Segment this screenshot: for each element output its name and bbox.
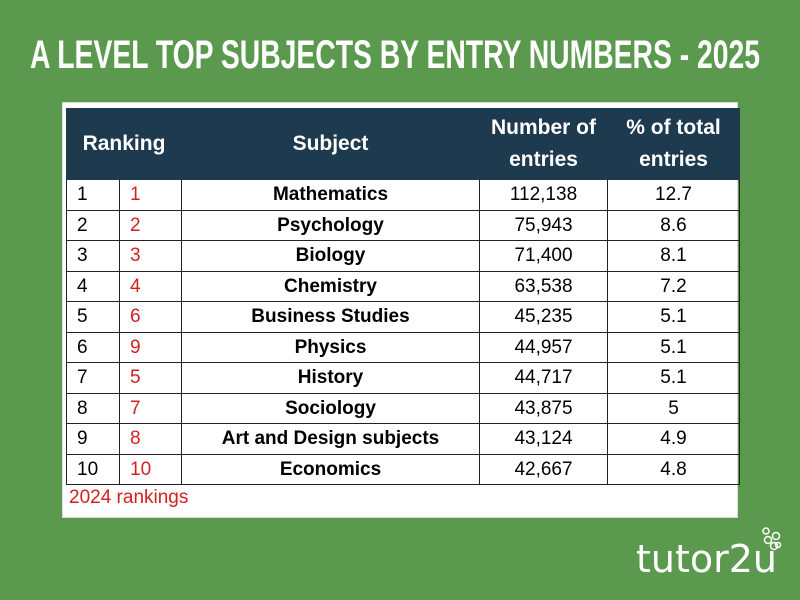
- rank-2024: 10: [119, 453, 182, 485]
- footnote: 2024 rankings: [69, 487, 189, 508]
- table-row: 7 5 History 44,717 5.1: [66, 362, 740, 394]
- table-row: 5 6 Business Studies 45,235 5.1: [66, 301, 740, 333]
- percent: 5.1: [607, 301, 740, 333]
- column-header: Subject: [181, 108, 480, 180]
- rank-2024: 9: [119, 331, 182, 363]
- subject: Business Studies: [181, 301, 480, 333]
- rank-2025: 10: [66, 453, 120, 485]
- percent: 7.2: [607, 270, 740, 302]
- rank-2025: 7: [66, 362, 120, 394]
- table-body: 1 1 Mathematics 112,138 12.7 2 2 Psychology 75,9…: [66, 179, 740, 485]
- subject: Art and Design subjects: [181, 423, 480, 455]
- subject: Biology: [181, 240, 480, 272]
- table-row: 4 4 Chemistry 63,538 7.2: [66, 270, 740, 302]
- rank-2025: 5: [66, 301, 120, 333]
- percent: 4.8: [607, 453, 740, 485]
- page-title: A LEVEL TOP SUBJECTS BY ENTRY NUMBERS - …: [30, 33, 760, 77]
- table-row: 8 7 Sociology 43,875 5: [66, 392, 740, 424]
- logo-flower: [762, 527, 782, 551]
- entries: 42,667: [479, 453, 608, 485]
- entries: 44,717: [479, 362, 608, 394]
- subject: Economics: [181, 453, 480, 485]
- table-row: 10 10 Economics 42,667 4.8: [66, 453, 740, 485]
- percent: 5.1: [607, 362, 740, 394]
- column-header: % of total entries: [607, 108, 740, 180]
- rankings-table: Ranking Subject Number of entries % of t…: [66, 108, 740, 485]
- title-area: A LEVEL TOP SUBJECTS BY ENTRY NUMBERS - …: [30, 33, 760, 77]
- rank-2024: 3: [119, 240, 182, 272]
- table-panel: Ranking Subject Number of entries % of t…: [62, 102, 740, 518]
- percent: 12.7: [607, 179, 740, 211]
- percent: 4.9: [607, 423, 740, 455]
- entries: 71,400: [479, 240, 608, 272]
- column-header: Number of entries: [479, 108, 608, 180]
- subject: Chemistry: [181, 270, 480, 302]
- table-row: 1 1 Mathematics 112,138 12.7: [66, 179, 740, 211]
- table-row: 6 9 Physics 44,957 5.1: [66, 331, 740, 363]
- subject: Physics: [181, 331, 480, 363]
- entries: 63,538: [479, 270, 608, 302]
- entries: 112,138: [479, 179, 608, 211]
- rank-2024: 5: [119, 362, 182, 394]
- rank-2025: 8: [66, 392, 120, 424]
- header-row: Ranking Subject Number of entries % of t…: [66, 108, 740, 180]
- entries: 45,235: [479, 301, 608, 333]
- rank-2024: 2: [119, 209, 182, 241]
- entries: 75,943: [479, 209, 608, 241]
- logo-text: tutor2u: [636, 537, 777, 581]
- subject: Mathematics: [181, 179, 480, 211]
- table-row: 9 8 Art and Design subjects 43,124 4.9: [66, 423, 740, 455]
- column-header: Ranking: [66, 108, 182, 180]
